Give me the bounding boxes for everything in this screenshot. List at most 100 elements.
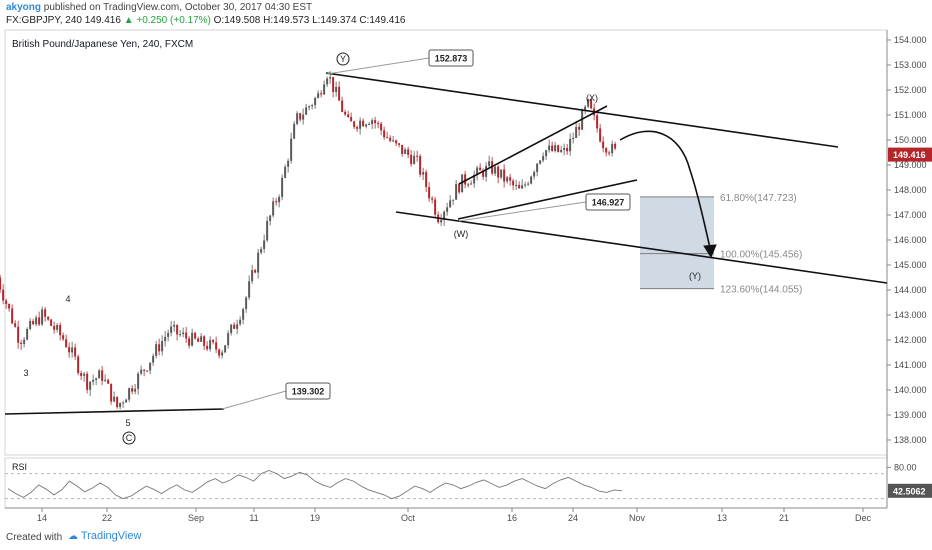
x-tick-label: 21 xyxy=(779,513,789,523)
footer: Created with ☁ TradingView xyxy=(0,528,932,550)
y-tick-label: 141.000 xyxy=(894,360,927,370)
candle-body xyxy=(134,388,137,392)
candle-body xyxy=(212,340,215,343)
wave-label-y: Y xyxy=(340,54,346,64)
wave-label-x: (X) xyxy=(586,93,598,103)
candle-body xyxy=(35,317,38,325)
candle-body xyxy=(557,145,560,152)
x-tick-label: Oct xyxy=(401,513,416,523)
candle-body xyxy=(614,143,617,149)
candle-body xyxy=(428,187,431,199)
rsi-label: RSI xyxy=(12,462,27,472)
wedge-lower-line xyxy=(457,179,638,220)
candle-body xyxy=(302,114,305,120)
x-tick-label: Dec xyxy=(855,513,872,523)
price-change: +0.250 (+0.17%) xyxy=(136,15,211,26)
candle-body xyxy=(446,207,449,212)
candle-body xyxy=(521,185,524,189)
candle-body xyxy=(548,145,551,151)
candle-body xyxy=(485,165,488,177)
candle-body xyxy=(170,326,173,333)
rsi-value-label: 42.5062 xyxy=(893,486,926,496)
fib-level-label: 61.80%(147.723) xyxy=(720,193,797,204)
candle-body xyxy=(494,166,497,174)
candle-body xyxy=(47,316,50,320)
tradingview-brand: TradingView xyxy=(80,530,142,542)
candle-body xyxy=(161,340,164,352)
candle-body xyxy=(530,176,533,184)
candle-body xyxy=(455,184,458,200)
candle-body xyxy=(596,115,599,129)
candle-body xyxy=(263,240,266,249)
wave-label-y-target: (Y) xyxy=(689,271,701,281)
candle-body xyxy=(329,77,332,79)
fib-level-label: 100.00%(145.456) xyxy=(720,250,802,261)
candle-body xyxy=(380,123,383,131)
fib-level-label: 123.60%(144.055) xyxy=(720,285,802,296)
price-callout-high-text: 152.873 xyxy=(435,54,468,64)
candle-body xyxy=(86,373,89,390)
channel-lower-line xyxy=(395,211,888,284)
candle-body xyxy=(173,324,176,327)
candle-body xyxy=(422,172,425,175)
y-tick-label: 145.000 xyxy=(894,260,927,270)
candle-body xyxy=(41,309,44,325)
author-link[interactable]: akyong xyxy=(6,2,42,13)
candle-body xyxy=(113,396,116,402)
candle-body xyxy=(233,324,236,329)
candle-body xyxy=(425,172,428,188)
candle-body xyxy=(293,123,296,139)
candle-body xyxy=(569,138,572,152)
tradingview-logo[interactable]: ☁ TradingView xyxy=(68,530,141,542)
ohlc-values: O:149.508 H:149.573 L:149.374 C:149.416 xyxy=(213,15,406,26)
candle-body xyxy=(176,324,179,335)
last-price-marker xyxy=(888,147,932,162)
candle-body xyxy=(224,345,227,353)
chart-canvas[interactable]: British Pound/Japanese Yen, 240, FXCM 154… xyxy=(0,0,932,528)
channel-upper-line xyxy=(325,72,839,148)
candle-body xyxy=(590,99,593,109)
candle-body xyxy=(278,196,281,203)
support-line xyxy=(4,408,225,415)
candle-body xyxy=(443,211,446,221)
candle-body xyxy=(44,309,47,317)
candle-body xyxy=(104,379,107,381)
candle-body xyxy=(119,402,122,408)
price-callout-mid-text: 146.927 xyxy=(592,198,625,208)
y-tick-label: 154.000 xyxy=(894,35,927,45)
candle-body xyxy=(509,177,512,181)
candle-body xyxy=(359,120,362,129)
candle-body xyxy=(248,281,251,298)
wave-label-c: C xyxy=(126,433,133,443)
candle-body xyxy=(65,339,68,348)
candle-body xyxy=(575,126,578,138)
candle-body xyxy=(200,336,203,342)
candle-body xyxy=(371,120,374,124)
candle-body xyxy=(611,143,614,154)
candle-body xyxy=(254,269,257,273)
x-tick-label: 19 xyxy=(310,513,320,523)
candle-body xyxy=(512,180,515,186)
last-price-label: 149.416 xyxy=(893,150,926,160)
candle-body xyxy=(215,342,218,350)
candle-body xyxy=(518,184,521,189)
wave-label-5: 5 xyxy=(125,418,130,428)
candle-body xyxy=(545,150,548,157)
candle-body xyxy=(500,169,503,178)
symbol-info: FX:GBPJPY, 240 149.416 ▲ +0.250 (+0.17%)… xyxy=(6,15,405,26)
candle-body xyxy=(551,145,554,151)
candle-body xyxy=(458,184,461,193)
wave-label-3: 3 xyxy=(23,368,28,378)
y-tick-label: 149.000 xyxy=(894,160,927,170)
candle-body xyxy=(269,215,272,221)
candle-body xyxy=(506,177,509,182)
candle-body xyxy=(206,345,209,350)
candle-body xyxy=(242,308,245,320)
y-tick-label: 142.000 xyxy=(894,335,927,345)
candle-body xyxy=(389,137,392,141)
candle-body xyxy=(257,252,260,273)
price-pane-frame xyxy=(4,29,888,456)
candle-body xyxy=(11,308,14,324)
candle-body xyxy=(95,378,98,381)
candle-body xyxy=(320,93,323,95)
